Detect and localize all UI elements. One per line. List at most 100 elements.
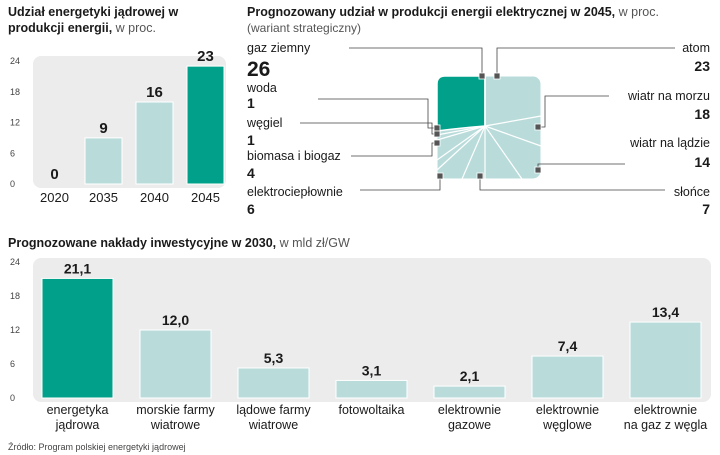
chart3-value-label: 3,1 [362, 362, 382, 378]
chart3-category-label: węglowe [542, 418, 592, 432]
chart3-category-label: elektrownie [438, 403, 501, 417]
chart3-ytick: 6 [10, 359, 15, 369]
chart1-title: Udział energetyki jądrowej w produkcji e… [8, 4, 228, 36]
chart3-category-label: wiatrowe [248, 418, 298, 432]
chart2-slice-gaz-ziemny [436, 75, 486, 132]
chart2-slice-value: 4 [247, 165, 255, 181]
chart3-title-text: Prognozowane nakłady inwestycyjne w 2030… [8, 236, 277, 250]
chart1-bar [84, 137, 123, 185]
chart2-leader-marker [433, 124, 441, 132]
chart2-leader-line [349, 47, 483, 76]
chart2-slice-value: 7 [702, 201, 710, 217]
chart3-title: Prognozowane nakłady inwestycyjne w 2030… [8, 235, 708, 251]
chart3-ytick: 24 [10, 257, 20, 267]
chart3-value-label: 13,4 [652, 304, 679, 320]
chart3-category-label: elektrownie [634, 403, 697, 417]
chart2-leader-line [300, 122, 437, 135]
chart1-title-text: Udział energetyki jądrowej w produkcji e… [8, 5, 179, 35]
chart2-leader-line [351, 142, 437, 157]
chart2-unit: w proc. [618, 5, 659, 19]
chart2-leader-marker [476, 172, 484, 180]
chart2-slice-value: 26 [247, 58, 270, 81]
chart2-slice-label: elektrociepłownie [247, 185, 343, 199]
chart3-ytick: 18 [10, 291, 20, 301]
chart1-category-label: 2040 [140, 190, 169, 205]
chart1-ytick: 18 [10, 87, 20, 97]
chart3-category-label: elektrownie [536, 403, 599, 417]
chart2-leader-line [538, 95, 609, 128]
chart3-category-label: jądrowa [55, 418, 100, 432]
chart2-slice-label: woda [246, 81, 277, 95]
chart1-bar [135, 101, 174, 185]
chart2-leader-line [479, 176, 665, 191]
chart3-bar [41, 277, 114, 399]
chart1-value-label: 9 [99, 120, 107, 137]
chart1-value-label: 16 [146, 84, 163, 101]
chart2-slice-value: 18 [694, 106, 710, 122]
chart2-leader-marker [534, 166, 542, 174]
chart2-title-text: Prognozowany udział w produkcji energii … [247, 5, 616, 19]
chart1-bar [186, 65, 225, 185]
chart3-category-label: energetyka [47, 403, 109, 417]
chart3-value-label: 7,4 [558, 338, 578, 354]
chart2-leader-marker [436, 172, 444, 180]
chart2-slice-label: wiatr na lądzie [629, 136, 710, 150]
chart1-ytick: 12 [10, 118, 20, 128]
chart2-slice-value: 6 [247, 201, 255, 217]
chart3-category-label: gazowe [448, 418, 491, 432]
chart2-slice-value: 1 [247, 132, 255, 148]
chart3-category-label: fotowoltaika [338, 403, 404, 417]
chart2-leader-line [496, 47, 675, 76]
chart2-leader-line [537, 163, 625, 170]
chart1-category-label: 2045 [191, 190, 220, 205]
chart2-leader-marker [534, 123, 542, 131]
chart2-divider [436, 125, 486, 141]
chart2-slice-value: 14 [694, 154, 710, 170]
chart1-ytick: 24 [10, 56, 20, 66]
chart2-divider [461, 125, 486, 180]
chart2-leader-marker [433, 139, 441, 147]
chart1-unit: w proc. [115, 21, 156, 35]
chart2-divider [484, 125, 523, 180]
chart3-unit: w mld zł/GW [279, 236, 350, 250]
chart2-title: Prognozowany udział w produkcji energii … [247, 4, 717, 36]
chart2-slice-value: 1 [247, 95, 255, 111]
chart2-leader-marker [493, 72, 501, 80]
chart2-divider [436, 125, 486, 136]
chart1-category-label: 2020 [40, 190, 69, 205]
chart3-value-label: 21,1 [64, 260, 91, 276]
chart3-category-label: na gaz z węgla [624, 418, 707, 432]
chart3-bar [629, 321, 702, 399]
chart3-value-label: 12,0 [162, 312, 189, 328]
chart1-category-label: 2035 [89, 190, 118, 205]
chart3-category-label: morskie farmy [136, 403, 215, 417]
chart3-bar [433, 385, 506, 399]
chart1-ytick: 6 [10, 148, 15, 158]
chart2-divider [436, 125, 486, 161]
chart2-slice-label: atom [682, 41, 710, 55]
chart2-divider [436, 125, 486, 171]
chart2-leader-marker [478, 72, 486, 80]
source-note: Źródło: Program polskiej energetyki jądr… [8, 442, 186, 452]
chart3-bar [335, 379, 408, 399]
chart3-bar [531, 355, 604, 399]
chart2-slice-label: węgiel [246, 116, 282, 130]
chart2-divider [484, 115, 542, 127]
chart3-ytick: 0 [10, 393, 15, 403]
chart2-slice-label: słońce [674, 185, 710, 199]
chart3-value-label: 2,1 [460, 368, 480, 384]
chart3-category-label: wiatrowe [150, 418, 200, 432]
chart2-leader-line [360, 176, 441, 191]
chart2-leader-marker [433, 130, 441, 138]
chart3-bar [237, 367, 310, 399]
chart3-bar [139, 329, 212, 399]
chart1-value-label: 23 [197, 48, 214, 65]
chart2-leader-line [318, 98, 437, 129]
chart2-subtitle: (wariant strategiczny) [247, 21, 362, 35]
chart3-ytick: 12 [10, 325, 20, 335]
chart3-value-label: 5,3 [264, 350, 284, 366]
chart2-slice-label: gaz ziemny [247, 41, 311, 55]
chart2-slice-label: wiatr na morzu [627, 89, 710, 103]
chart1-panel [33, 56, 226, 188]
